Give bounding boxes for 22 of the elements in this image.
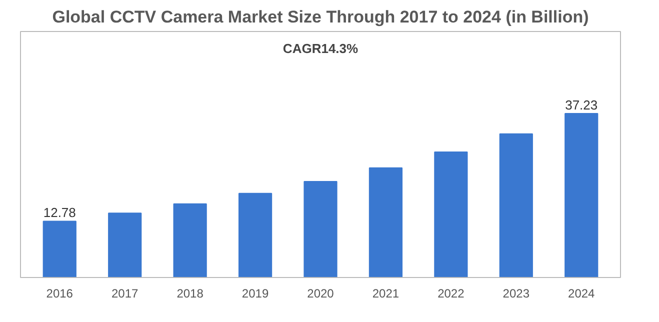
bar	[42, 220, 76, 278]
x-tick-label: 2022	[438, 286, 465, 300]
data-label: 12.78	[43, 205, 76, 220]
bar	[368, 167, 403, 278]
x-tick-label: 2021	[372, 286, 400, 300]
x-tick-label: 2019	[242, 286, 269, 300]
chart-title: Global CCTV Camera Market Size Through 2017 to 2024 (in Billion)	[52, 8, 589, 26]
x-tick-label: 2023	[502, 286, 530, 300]
x-tick-label: 2018	[176, 286, 204, 300]
text: CAGR14.3%	[282, 41, 359, 56]
x-tick-label: 2020	[307, 286, 334, 300]
bar	[499, 133, 533, 278]
bar	[304, 180, 338, 278]
x-tick-label: 2017	[112, 286, 139, 300]
x-tick-label: 2016	[46, 286, 74, 300]
bar	[173, 203, 207, 278]
data-label: 37.23	[565, 98, 598, 112]
bar	[564, 113, 598, 278]
bar	[238, 192, 272, 278]
x-tick-label: 2024	[568, 286, 596, 300]
bar	[108, 212, 142, 278]
bar	[434, 151, 468, 278]
